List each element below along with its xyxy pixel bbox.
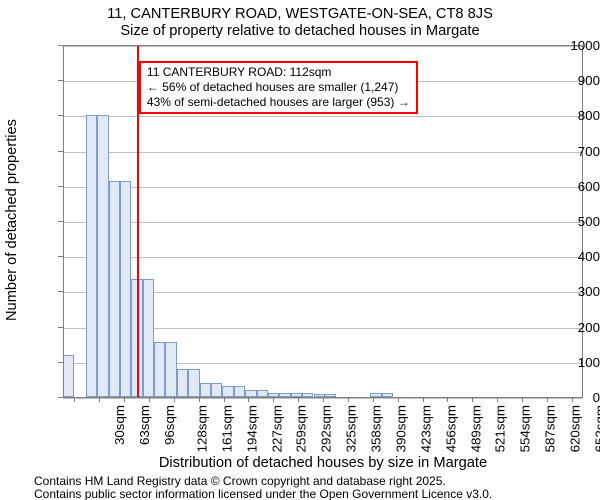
x-tick-label: 423sqm xyxy=(418,405,433,452)
x-tick-label: 489sqm xyxy=(468,405,483,452)
x-axis-title: Distribution of detached houses by size … xyxy=(63,455,583,471)
x-tick-mark xyxy=(447,397,448,402)
x-tick-label: 587sqm xyxy=(543,405,558,452)
histogram-bar xyxy=(257,390,268,397)
histogram-bar xyxy=(177,369,188,397)
gridline-h xyxy=(63,46,582,47)
y-axis-title: Number of detached properties xyxy=(4,44,20,396)
x-tick-mark xyxy=(248,397,249,402)
x-tick-mark xyxy=(74,397,75,402)
x-tick-mark xyxy=(174,397,175,402)
x-tick-label: 30sqm xyxy=(112,405,127,445)
x-tick-label: 259sqm xyxy=(294,405,309,452)
x-tick-label: 227sqm xyxy=(269,405,284,452)
x-tick-label: 292sqm xyxy=(319,405,334,452)
histogram-bar xyxy=(143,279,154,397)
x-tick-mark xyxy=(273,397,274,402)
annotation-line1: 11 CANTERBURY ROAD: 112sqm xyxy=(147,65,410,80)
x-tick-label: 194sqm xyxy=(244,405,259,452)
gridline-h xyxy=(63,116,582,117)
x-tick-mark xyxy=(472,397,473,402)
y-tick-label: 100 xyxy=(546,355,600,370)
x-tick-label: 96sqm xyxy=(163,405,178,445)
y-tick-label: 200 xyxy=(546,320,600,335)
x-tick-label: 456sqm xyxy=(443,405,458,452)
y-tick-label: 700 xyxy=(546,144,600,159)
x-tick-mark xyxy=(373,397,374,402)
y-tick-label: 1000 xyxy=(546,38,600,53)
gridline-h xyxy=(63,257,582,258)
x-tick-mark xyxy=(348,397,349,402)
x-tick-mark xyxy=(149,397,150,402)
x-tick-label: 652sqm xyxy=(592,405,600,452)
annotation-line2: ← 56% of detached houses are smaller (1,… xyxy=(147,80,410,95)
histogram-bar xyxy=(109,181,120,397)
x-tick-mark xyxy=(497,397,498,402)
histogram-bar xyxy=(120,181,131,397)
x-tick-mark xyxy=(572,397,573,402)
annotation-box: 11 CANTERBURY ROAD: 112sqm← 56% of detac… xyxy=(139,61,418,114)
x-tick-label: 161sqm xyxy=(219,405,234,452)
x-tick-label: 521sqm xyxy=(493,405,508,452)
x-tick-mark xyxy=(199,397,200,402)
x-tick-mark xyxy=(323,397,324,402)
chart-root: { "layout": { "width": 600, "height": 50… xyxy=(0,0,600,500)
x-tick-label: 390sqm xyxy=(393,405,408,452)
x-tick-label: 128sqm xyxy=(194,405,209,452)
y-tick-label: 900 xyxy=(546,73,600,88)
gridline-h xyxy=(63,222,582,223)
x-tick-mark xyxy=(423,397,424,402)
y-tick-label: 400 xyxy=(546,249,600,264)
gridline-h xyxy=(63,152,582,153)
x-tick-mark xyxy=(99,397,100,402)
annotation-line3: 43% of semi-detached houses are larger (… xyxy=(147,95,410,110)
footer-line2: Contains public sector information licen… xyxy=(34,487,492,500)
histogram-bar xyxy=(154,342,165,397)
y-tick-label: 800 xyxy=(546,108,600,123)
y-tick-label: 300 xyxy=(546,284,600,299)
x-tick-mark xyxy=(522,397,523,402)
histogram-bar xyxy=(86,115,97,397)
y-tick-label: 500 xyxy=(546,214,600,229)
x-tick-label: 554sqm xyxy=(518,405,533,452)
x-tick-mark xyxy=(547,397,548,402)
histogram-bar xyxy=(188,369,199,397)
histogram-bar xyxy=(211,383,222,397)
histogram-bar xyxy=(200,383,211,397)
x-tick-label: 325sqm xyxy=(344,405,359,452)
x-tick-mark xyxy=(224,397,225,402)
x-tick-mark xyxy=(124,397,125,402)
histogram-bar xyxy=(165,342,176,397)
gridline-h xyxy=(63,187,582,188)
y-tick-label: 600 xyxy=(546,179,600,194)
x-tick-label: 358sqm xyxy=(369,405,384,452)
x-tick-mark xyxy=(398,397,399,402)
histogram-bar xyxy=(222,386,233,397)
x-tick-label: 620sqm xyxy=(568,405,583,452)
histogram-bar xyxy=(63,355,74,397)
footer-line1: Contains HM Land Registry data © Crown c… xyxy=(34,474,446,488)
histogram-bar xyxy=(245,390,256,397)
chart-title-line2: Size of property relative to detached ho… xyxy=(0,23,600,39)
y-axis-line xyxy=(63,45,64,397)
x-tick-mark xyxy=(298,397,299,402)
chart-title-line1: 11, CANTERBURY ROAD, WESTGATE-ON-SEA, CT… xyxy=(0,6,600,22)
histogram-bar xyxy=(234,386,245,397)
x-tick-label: 63sqm xyxy=(137,405,152,445)
histogram-bar xyxy=(97,115,108,397)
